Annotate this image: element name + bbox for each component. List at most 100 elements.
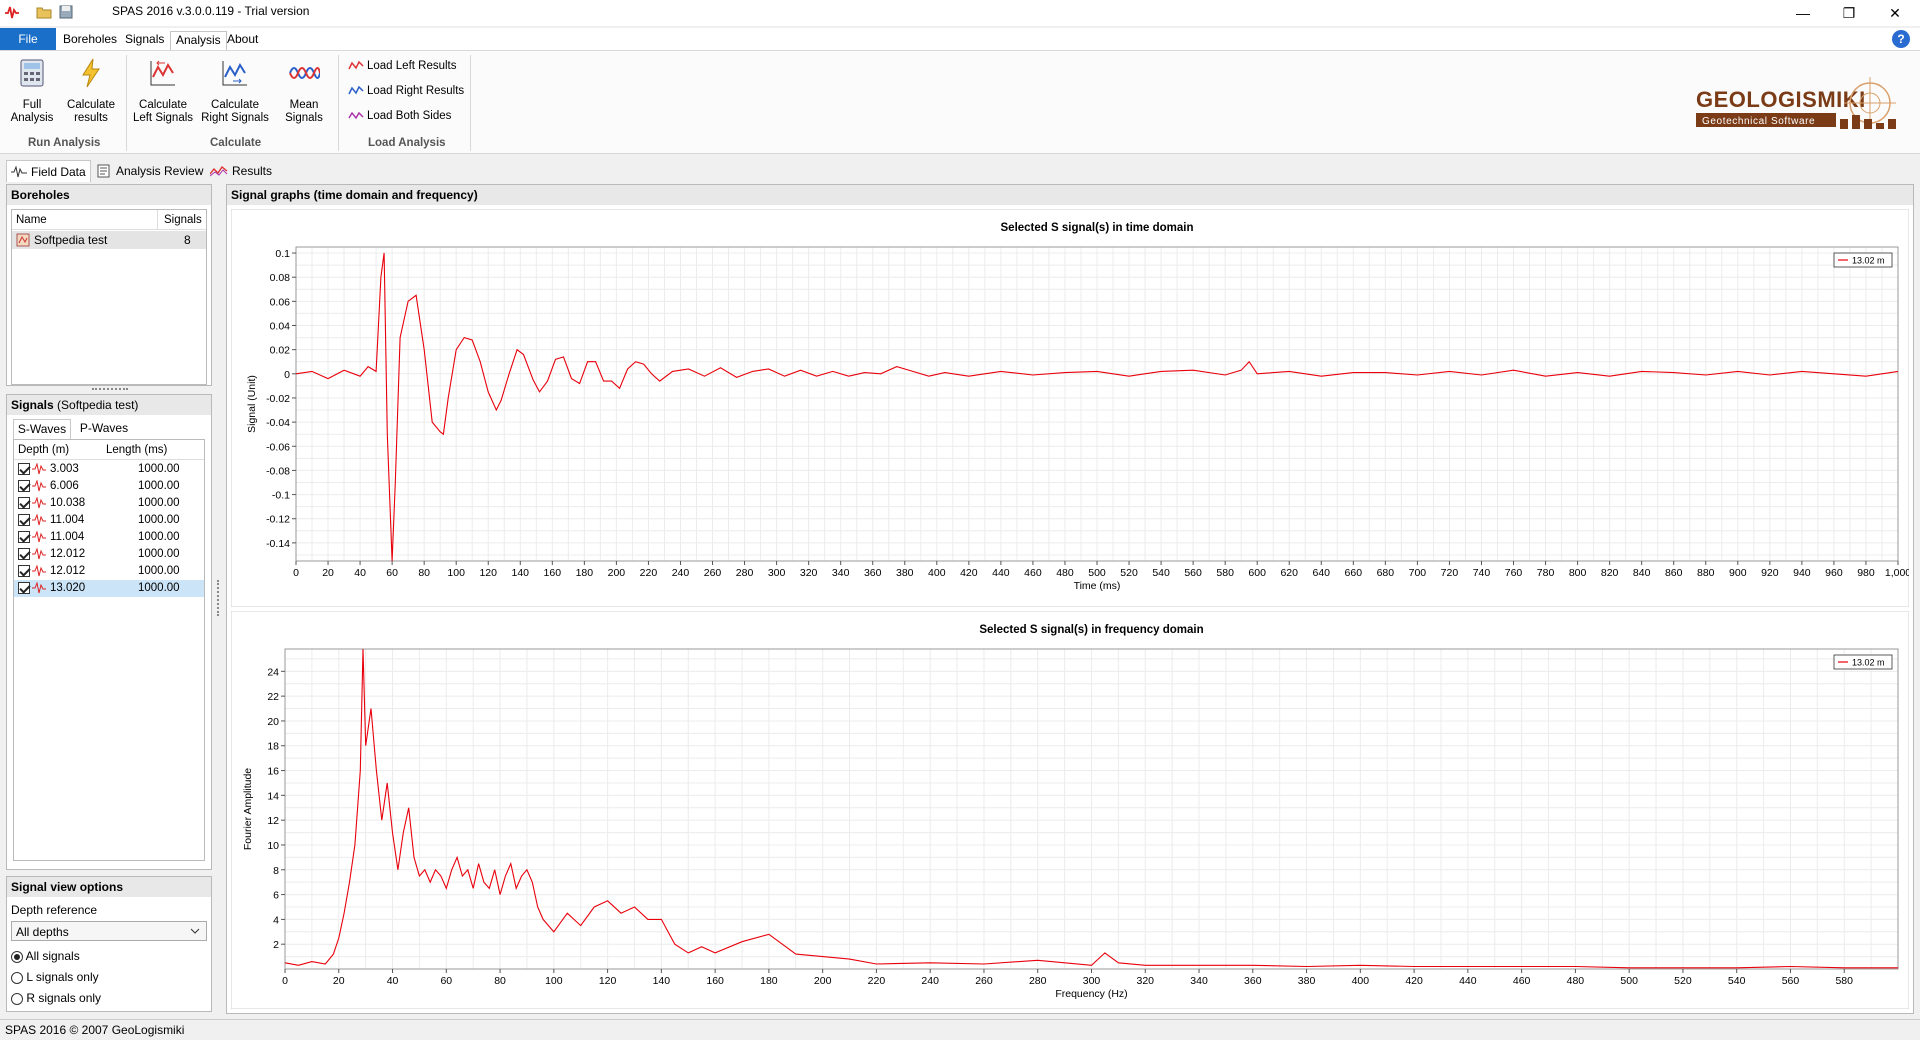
signal-checkbox[interactable]	[18, 565, 30, 577]
list-item[interactable]: 12.012 1000.00	[14, 546, 204, 563]
col-depth[interactable]: Depth (m)	[18, 444, 70, 456]
menu-about[interactable]: About	[227, 32, 259, 46]
signal-checkbox[interactable]	[18, 548, 30, 560]
col-name[interactable]: Name	[16, 214, 47, 226]
x-tick-label: 680	[1377, 567, 1395, 579]
minimize-button[interactable]: —	[1796, 5, 1810, 21]
x-tick-label: 460	[1024, 567, 1042, 579]
menu-signals[interactable]: Signals	[125, 32, 165, 46]
tab-s-waves[interactable]: S-Waves	[13, 419, 71, 439]
x-tick-label: 640	[1313, 567, 1331, 579]
tab-analysis-review[interactable]: Analysis Review	[92, 160, 207, 182]
legend-box	[1833, 654, 1893, 670]
list-item[interactable]: 6.006 1000.00	[14, 478, 204, 495]
radio-l-signals[interactable]: L signals only	[11, 970, 99, 984]
tab-p-waves[interactable]: P-Waves	[79, 421, 129, 435]
x-tick-label: 300	[768, 567, 786, 579]
y-tick-label: -0.14	[266, 538, 290, 550]
signal-length: 1000.00	[138, 548, 180, 560]
load-left-label: Load Left Results	[367, 60, 457, 72]
tab-results[interactable]: Results	[206, 160, 276, 182]
list-item[interactable]: 13.020 1000.00	[14, 580, 204, 597]
panel-splitter[interactable]	[92, 388, 128, 392]
open-folder-icon[interactable]	[36, 4, 52, 20]
vertical-splitter[interactable]	[217, 580, 221, 616]
signal-depth: 13.020	[50, 582, 86, 594]
menu-bar: File Boreholes Signals Analysis About	[0, 28, 1920, 50]
legend-box	[1833, 252, 1893, 268]
signal-checkbox[interactable]	[18, 463, 30, 475]
load-left-results-button[interactable]: Load Left Results	[348, 59, 457, 73]
x-tick-label: 660	[1345, 567, 1363, 579]
x-tick-label: 780	[1537, 567, 1555, 579]
x-tick-label: 960	[1825, 567, 1843, 579]
radio-l-signals-label: L signals only	[26, 970, 99, 984]
table-row[interactable]: Softpedia test 8	[12, 231, 206, 249]
boreholes-grid-header: Name Signals	[12, 210, 206, 230]
x-tick-label: 20	[333, 975, 345, 987]
save-icon[interactable]	[58, 4, 74, 20]
x-tick-label: 220	[640, 567, 658, 579]
x-tick-label: 140	[512, 567, 530, 579]
both-sides-icon	[348, 111, 364, 120]
signals-title: Signals	[11, 398, 54, 412]
calculate-left-signals-button[interactable]: Calculate Left Signals	[132, 57, 194, 125]
menu-boreholes[interactable]: Boreholes	[63, 32, 118, 46]
signal-checkbox[interactable]	[18, 497, 30, 509]
signal-checkbox[interactable]	[18, 531, 30, 543]
chart-title: Selected S signal(s) in time domain	[1001, 222, 1194, 234]
x-tick-label: 620	[1280, 567, 1298, 579]
signal-depth: 11.004	[50, 514, 85, 526]
load-both-sides-button[interactable]: Load Both Sides	[348, 109, 451, 123]
signal-checkbox[interactable]	[18, 514, 30, 526]
menu-analysis[interactable]: Analysis	[170, 31, 227, 50]
x-tick-label: 20	[322, 567, 334, 579]
time-domain-chart[interactable]: Selected S signal(s) in time domain 0 20 40…	[231, 209, 1909, 607]
x-tick-label: 520	[1120, 567, 1138, 579]
x-tick-label: 880	[1697, 567, 1715, 579]
list-item[interactable]: 12.012 1000.00	[14, 563, 204, 580]
signals-grid: Depth (m) Length (ms) 3.003 1000.00 6.006 1…	[13, 439, 205, 861]
series-line	[284, 648, 1898, 969]
list-item[interactable]: 11.004 1000.00	[14, 529, 204, 546]
status-text: SPAS 2016 © 2007 GeoLogismiki	[5, 1023, 185, 1037]
radio-r-signals[interactable]: R signals only	[11, 991, 101, 1005]
signal-checkbox[interactable]	[18, 582, 30, 594]
view-tabs: Field Data Analysis Review Results	[0, 160, 1920, 182]
close-button[interactable]: ✕	[1889, 4, 1901, 21]
y-tick-label: 16	[267, 766, 279, 778]
legend-label: 13.02 m	[1852, 256, 1885, 266]
list-item[interactable]: 10.038 1000.00	[14, 495, 204, 512]
x-tick-label: 400	[928, 567, 946, 579]
frequency-domain-chart[interactable]: Selected S signal(s) in frequency domain…	[231, 611, 1909, 1009]
y-tick-label: -0.02	[266, 393, 290, 405]
list-item[interactable]: 11.004 1000.00	[14, 512, 204, 529]
help-icon[interactable]: ?	[1892, 30, 1910, 48]
list-item[interactable]: 3.003 1000.00	[14, 461, 204, 478]
tab-field-data[interactable]: Field Data	[6, 160, 91, 182]
menu-file[interactable]: File	[0, 28, 56, 50]
col-signals[interactable]: Signals	[164, 214, 202, 226]
load-both-label: Load Both Sides	[367, 110, 452, 122]
radio-button[interactable]	[11, 971, 23, 984]
signal-checkbox[interactable]	[18, 480, 30, 492]
radio-button[interactable]	[11, 950, 23, 963]
calculate-results-button[interactable]: Calculate results	[64, 57, 118, 125]
mean-signals-button[interactable]: Mean Signals	[278, 57, 330, 125]
radio-all-signals[interactable]: All signals	[11, 949, 80, 963]
full-analysis-button[interactable]: Full Analysis	[8, 57, 56, 125]
col-length[interactable]: Length (ms)	[106, 444, 168, 456]
depth-reference-select[interactable]: All depths	[11, 921, 207, 941]
calculate-right-signals-button[interactable]: Calculate Right Signals	[200, 57, 270, 125]
signal-wave-icon	[32, 514, 46, 526]
x-tick-label: 280	[736, 567, 754, 579]
ribbon: Full Analysis Calculate results Run Anal…	[0, 50, 1920, 154]
x-tick-label: 320	[1137, 975, 1155, 987]
load-right-results-button[interactable]: Load Right Results	[348, 84, 464, 98]
tab-analysis-review-label: Analysis Review	[116, 164, 204, 178]
signals-panel: Signals (Softpedia test) S-Waves P-Waves…	[6, 394, 212, 870]
y-tick-label: 18	[267, 741, 279, 753]
restore-button[interactable]: ❐	[1842, 4, 1856, 21]
radio-button[interactable]	[11, 992, 23, 1005]
borehole-signals-count: 8	[184, 233, 191, 247]
